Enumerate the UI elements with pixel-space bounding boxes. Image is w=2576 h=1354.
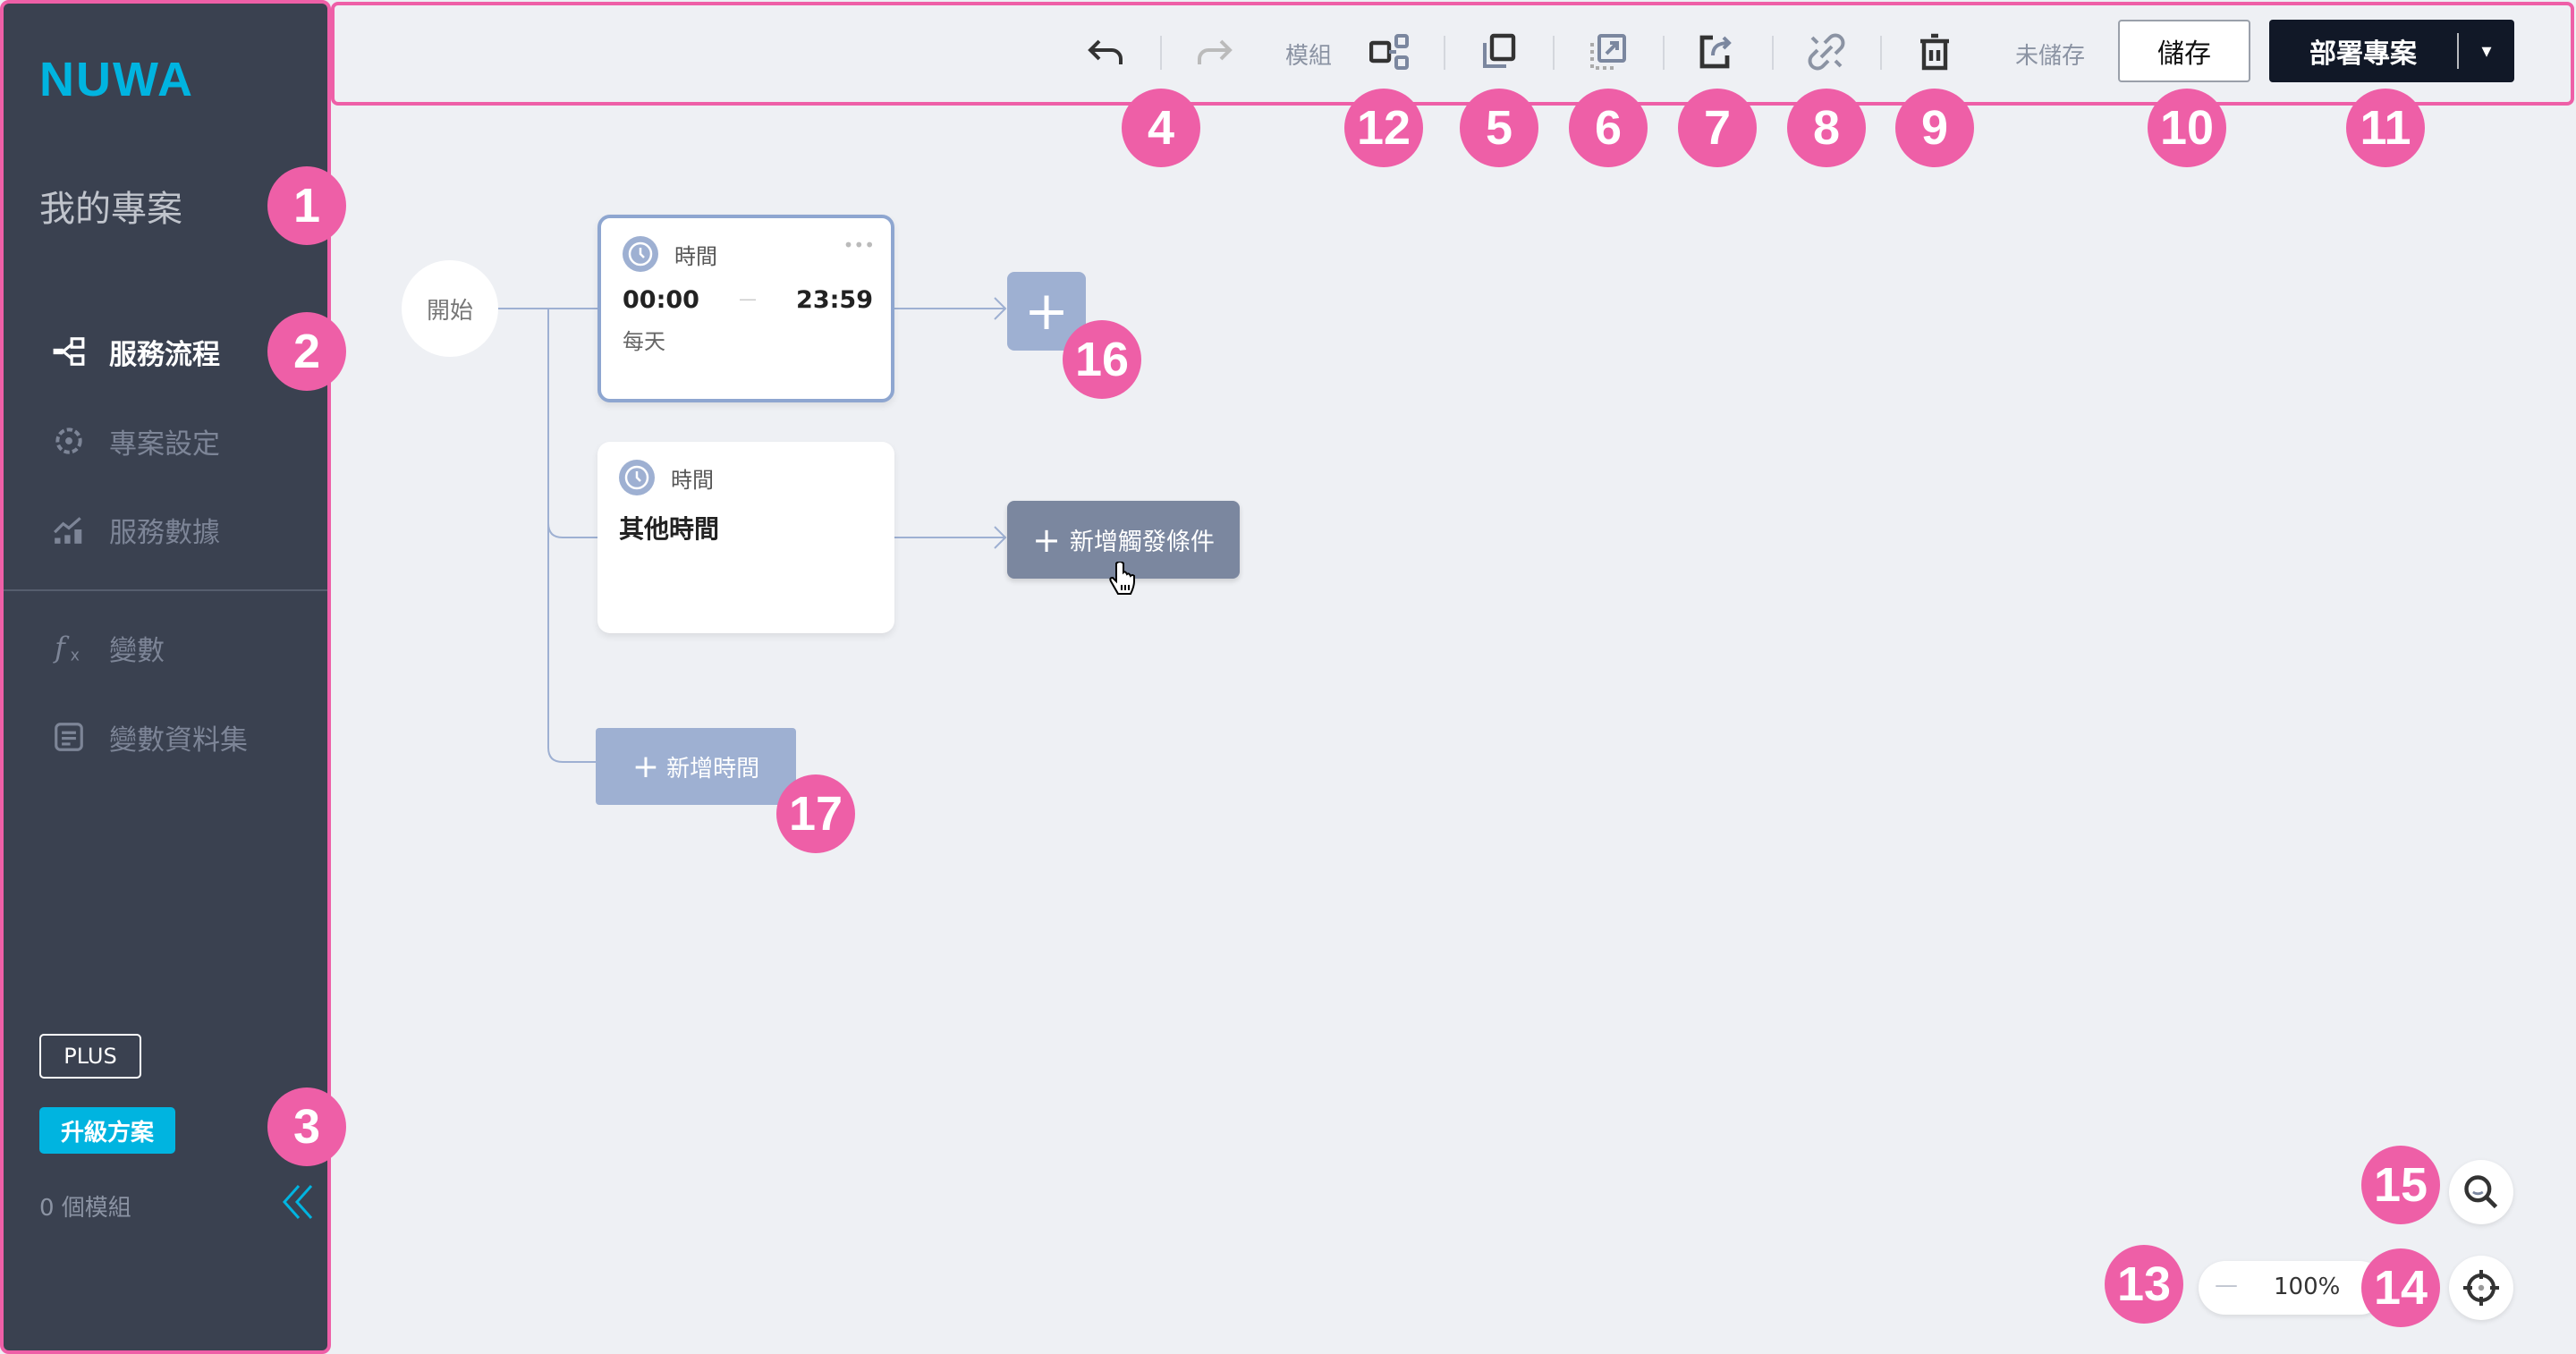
svg-text:x: x — [71, 647, 80, 664]
trash-icon — [1920, 33, 1949, 71]
time-node-card[interactable]: 時間 其他時間 — [597, 442, 894, 633]
search-icon — [2464, 1175, 2498, 1209]
add-time-label: 新增時間 — [666, 755, 760, 783]
annotation-badge: 5 — [1460, 89, 1538, 167]
time-node-card[interactable]: 時間 ••• 00:00 — 23:59 每天 — [597, 215, 894, 402]
node-header: 時間 — [623, 236, 717, 272]
node-header: 時間 — [619, 460, 714, 495]
zoom-control: — 100% — [2199, 1261, 2386, 1315]
clock-icon — [623, 236, 658, 272]
toolbar-divider — [1444, 36, 1445, 70]
flow-icon — [53, 337, 85, 366]
zoom-level: 100% — [2274, 1274, 2341, 1300]
annotation-badge: 6 — [1569, 89, 1648, 167]
crosshair-icon — [2463, 1270, 2499, 1306]
sidebar-item-variable-datasets[interactable]: 變數資料集 — [4, 710, 327, 764]
plus-icon: + — [631, 748, 660, 785]
node-type-label: 時間 — [674, 243, 717, 269]
zoom-out-button[interactable]: — — [2215, 1272, 2238, 1299]
module-count: 0 個模組 — [39, 1195, 131, 1222]
deploy-label[interactable]: 部署專案 — [2309, 38, 2417, 70]
module-icon — [1369, 34, 1409, 70]
annotation-badge: 12 — [1344, 89, 1423, 167]
unlink-icon — [1808, 33, 1845, 71]
sidebar-item-service-data[interactable]: 服務數據 — [4, 503, 327, 556]
sidebar-divider — [4, 589, 327, 591]
annotation-badge: 8 — [1787, 89, 1866, 167]
end-time: 23:59 — [796, 286, 873, 314]
project-title[interactable]: 我的專案 — [39, 189, 182, 230]
annotation-badge: 11 — [2346, 89, 2425, 167]
redo-icon — [1198, 39, 1233, 64]
plan-badge: PLUS — [39, 1034, 141, 1079]
module-button[interactable] — [1366, 27, 1416, 77]
save-button[interactable]: 儲存 — [2118, 20, 2250, 82]
node-title: 其他時間 — [619, 514, 720, 544]
undo-icon — [1088, 39, 1123, 64]
sidebar-item-label: 變數資料集 — [109, 724, 248, 757]
annotation-badge: 2 — [267, 312, 346, 391]
deploy-divider — [2457, 33, 2459, 69]
sidebar-item-label: 專案設定 — [109, 427, 220, 461]
unlink-button[interactable] — [1801, 27, 1852, 77]
annotation-badge: 1 — [267, 166, 346, 245]
recenter-button[interactable] — [2449, 1256, 2513, 1320]
toolbar-divider — [1553, 36, 1555, 70]
annotation-badge: 14 — [2361, 1248, 2440, 1327]
node-type-label: 時間 — [671, 467, 714, 493]
sidebar-item-label: 變數 — [109, 634, 165, 667]
clock-icon — [619, 460, 655, 495]
annotation-badge: 9 — [1895, 89, 1974, 167]
add-time-button[interactable]: + 新增時間 — [596, 728, 796, 805]
sidebar-item-label: 服務數據 — [109, 516, 220, 549]
search-button[interactable] — [2449, 1160, 2513, 1224]
share-button[interactable] — [1691, 27, 1741, 77]
sidebar-item-label: 服務流程 — [109, 338, 220, 371]
annotation-badge: 17 — [776, 774, 855, 853]
annotation-badge: 13 — [2105, 1245, 2183, 1324]
caret-down-icon[interactable]: ▾ — [2481, 39, 2492, 63]
copy-button[interactable] — [1474, 27, 1524, 77]
sidebar-item-service-flow[interactable]: 服務流程 — [4, 325, 327, 378]
chart-icon — [54, 517, 82, 544]
annotation-badge: 3 — [267, 1087, 346, 1166]
more-options-icon[interactable]: ••• — [843, 234, 875, 256]
undo-button[interactable] — [1081, 27, 1131, 77]
paste-icon — [1590, 34, 1626, 70]
annotation-badge: 16 — [1063, 320, 1141, 399]
module-label: 模組 — [1285, 43, 1333, 70]
annotation-badge: 15 — [2361, 1146, 2440, 1224]
add-trigger-label: 新增觸發條件 — [1069, 529, 1215, 556]
time-separator: — — [739, 288, 757, 309]
repeat-label: 每天 — [623, 329, 665, 354]
sidebar-item-project-settings[interactable]: 專案設定 — [4, 414, 327, 468]
annotation-badge: 4 — [1122, 89, 1200, 167]
nuwa-logo: NUWA — [39, 53, 194, 106]
toolbar-divider — [1663, 36, 1665, 70]
delete-button[interactable] — [1910, 27, 1960, 77]
gear-icon — [55, 427, 82, 454]
document-icon — [55, 723, 83, 751]
unsaved-status: 未儲存 — [2015, 43, 2086, 70]
toolbar-divider — [1772, 36, 1774, 70]
paste-button[interactable] — [1583, 27, 1633, 77]
toolbar-divider — [1160, 36, 1162, 70]
deploy-project-button[interactable]: 部署專案 ▾ — [2269, 20, 2514, 82]
plus-icon: + — [1032, 520, 1061, 560]
start-node[interactable]: 開始 — [402, 260, 498, 357]
start-time: 00:00 — [623, 286, 699, 314]
share-icon — [1699, 35, 1732, 69]
annotation-badge: 7 — [1678, 89, 1757, 167]
redo-button[interactable] — [1189, 27, 1239, 77]
collapse-sidebar-icon[interactable] — [281, 1182, 317, 1222]
upgrade-plan-button[interactable]: 升級方案 — [39, 1107, 175, 1154]
copy-icon — [1483, 33, 1516, 68]
toolbar-divider — [1880, 36, 1882, 70]
annotation-badge: 10 — [2148, 89, 2226, 167]
hand-cursor-icon — [1109, 562, 1135, 595]
